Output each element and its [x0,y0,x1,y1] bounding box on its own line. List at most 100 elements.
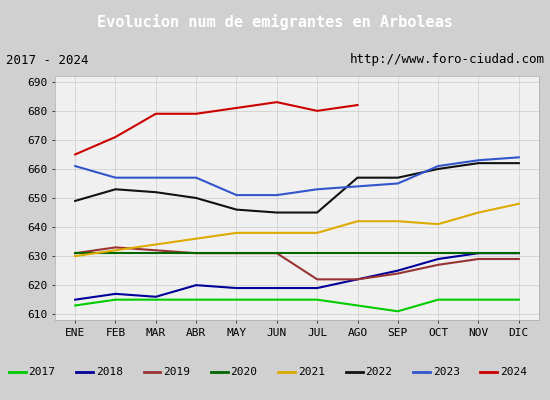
2023 [435,164,442,168]
2021 [273,230,280,235]
2020 [193,251,200,256]
2024 [233,106,240,110]
2018 [233,286,240,290]
2018 [475,251,482,256]
2018 [314,286,321,290]
2021 [112,248,119,253]
2018 [152,294,159,299]
2024 [152,111,159,116]
2023 [475,158,482,163]
Text: http://www.foro-ciudad.com: http://www.foro-ciudad.com [349,54,544,66]
2024 [193,111,200,116]
2020 [515,251,522,256]
2022 [72,198,79,203]
2021 [394,219,401,224]
2019 [193,251,200,256]
Text: Evolucion num de emigrantes en Arboleas: Evolucion num de emigrantes en Arboleas [97,14,453,30]
2018 [112,292,119,296]
2017 [152,297,159,302]
2023 [515,155,522,160]
2019 [112,245,119,250]
2019 [354,277,361,282]
2022 [354,175,361,180]
2017 [435,297,442,302]
2024 [112,134,119,139]
2017 [233,297,240,302]
2019 [515,256,522,261]
2017 [394,309,401,314]
2022 [515,161,522,166]
2022 [314,210,321,215]
Line: 2019: 2019 [75,247,519,279]
Text: 2022: 2022 [365,367,392,377]
2018 [72,297,79,302]
2022 [152,190,159,194]
Text: 2020: 2020 [230,367,257,377]
2024 [314,108,321,113]
2019 [475,256,482,261]
2019 [72,251,79,256]
2020 [435,251,442,256]
2023 [152,175,159,180]
2024 [273,100,280,104]
2022 [394,175,401,180]
2023 [233,193,240,198]
Text: 2019: 2019 [163,367,190,377]
2020 [72,251,79,256]
2017 [72,303,79,308]
Line: 2021: 2021 [75,204,519,256]
Line: 2024: 2024 [75,102,358,154]
Text: 2021: 2021 [298,367,325,377]
2021 [72,254,79,258]
2020 [475,251,482,256]
Line: 2023: 2023 [75,157,519,195]
2017 [112,297,119,302]
2018 [515,251,522,256]
Line: 2018: 2018 [75,253,519,300]
Line: 2017: 2017 [75,300,519,311]
2022 [475,161,482,166]
Text: 2024: 2024 [500,367,527,377]
Text: 2017 - 2024: 2017 - 2024 [6,54,88,66]
2021 [354,219,361,224]
2018 [394,268,401,273]
2023 [72,164,79,168]
2023 [394,181,401,186]
2020 [394,251,401,256]
2021 [314,230,321,235]
2021 [515,202,522,206]
2020 [233,251,240,256]
2017 [515,297,522,302]
Text: 2018: 2018 [96,367,123,377]
2021 [475,210,482,215]
2022 [112,187,119,192]
2020 [354,251,361,256]
2019 [273,251,280,256]
2017 [314,297,321,302]
2024 [72,152,79,157]
2019 [152,248,159,253]
2018 [354,277,361,282]
2021 [193,236,200,241]
2018 [435,256,442,261]
2020 [314,251,321,256]
2017 [354,303,361,308]
Text: 2023: 2023 [433,367,460,377]
2023 [193,175,200,180]
2021 [233,230,240,235]
2022 [435,166,442,171]
2024 [354,103,361,108]
2018 [273,286,280,290]
Line: 2022: 2022 [75,163,519,212]
2023 [314,187,321,192]
2020 [112,251,119,256]
2021 [435,222,442,226]
2022 [233,207,240,212]
2021 [152,242,159,247]
2022 [273,210,280,215]
Text: 2017: 2017 [29,367,56,377]
2018 [193,283,200,288]
2019 [435,262,442,267]
2023 [112,175,119,180]
2019 [394,271,401,276]
